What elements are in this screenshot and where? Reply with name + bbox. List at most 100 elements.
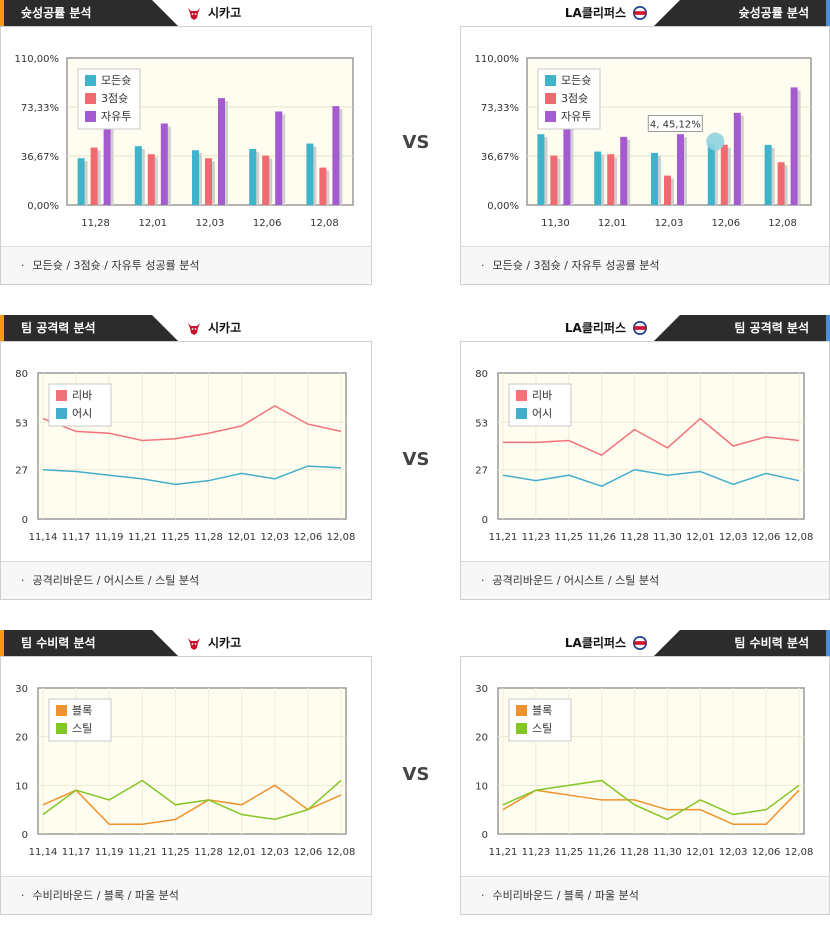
- bullet: ·: [481, 574, 485, 587]
- legend-label: 블록: [532, 704, 552, 717]
- y-tick-label: 0,00%: [487, 201, 519, 212]
- x-tick-label: 11,14: [29, 847, 58, 858]
- x-tick-label: 11,17: [62, 847, 91, 858]
- bar: [677, 134, 684, 205]
- tooltip-box: [647, 115, 703, 133]
- team-label-right: LA클리퍼스: [565, 0, 648, 26]
- x-tick-label: 12,08: [785, 532, 814, 543]
- y-tick-label: 30: [475, 684, 488, 695]
- legend-label: 스틸: [532, 722, 552, 735]
- chart-caption: · 공격리바운드 / 어시스트 / 스틸 분석: [461, 561, 829, 599]
- team-label-left: 시카고: [186, 0, 241, 26]
- x-tick-label: 12,01: [686, 532, 715, 543]
- shooting-bar-chart-chicago: 0,00% 36,67% 73,33% 110,00% 11,28 12,01 12,03 1…: [15, 54, 354, 229]
- x-tick-label: 11,19: [95, 847, 124, 858]
- bar: [537, 134, 545, 205]
- bar: [249, 148, 257, 205]
- x-tick-label: 11,21: [128, 532, 157, 543]
- defense-line-chart-chicago: 11,14 11,17 11,19 11,21 11,25 11,28 12,01 12,03…: [15, 684, 355, 858]
- clippers-logo-icon: [633, 6, 647, 20]
- header-divider: [0, 656, 372, 657]
- header-divider: [0, 341, 372, 342]
- legend-label: 3점슛: [561, 92, 588, 105]
- x-tick-label: 12,03: [260, 532, 289, 543]
- x-tick-label: 12,03: [196, 218, 225, 229]
- x-tick-label: 11,25: [161, 847, 190, 858]
- legend-swatch: [516, 408, 527, 419]
- team-name-chicago: 시카고: [208, 6, 242, 20]
- x-tick-label: 12,06: [752, 847, 781, 858]
- chart-caption: · 모든슛 / 3점슛 / 자유투 성공률 분석: [1, 246, 371, 284]
- x-tick-label: 11,28: [194, 847, 223, 858]
- y-tick-label: 27: [15, 466, 28, 477]
- legend-swatch: [545, 93, 556, 104]
- shooting-section: 슛성공률 분석 시카고 LA클리퍼스 슛성공률 분석 0,00% 36,67% 73…: [0, 0, 830, 295]
- clippers-logo-icon: [633, 321, 647, 335]
- vs-label: VS: [402, 449, 430, 470]
- bar: [77, 158, 85, 205]
- legend-label: 스틸: [72, 722, 92, 735]
- y-tick-label: 0: [22, 830, 28, 841]
- team-name-chicago: 시카고: [208, 321, 242, 335]
- section-title-tab: 팀 수비력 분석: [654, 630, 830, 656]
- bar: [550, 155, 558, 205]
- bar: [147, 154, 155, 205]
- section-title-tab: 슛성공률 분석: [654, 0, 830, 26]
- team-name-clippers: LA클리퍼스: [564, 636, 626, 650]
- bar: [275, 111, 283, 205]
- offense-panel-chicago: 11,14 11,17 11,19 11,21 11,25 11,28 12,01 12,03…: [0, 342, 372, 600]
- team-name-clippers: LA클리퍼스: [564, 321, 626, 335]
- x-tick-label: 12,03: [719, 847, 748, 858]
- legend-label: 리바: [532, 389, 552, 402]
- bar: [563, 118, 571, 205]
- legend-label: 모든슛: [101, 74, 131, 87]
- legend-swatch: [545, 111, 556, 122]
- bar: [664, 175, 671, 205]
- x-tick-label: 12,03: [260, 847, 289, 858]
- legend-label: 3점슛: [101, 92, 128, 105]
- y-tick-label: 30: [15, 684, 28, 695]
- x-tick-label: 11,30: [653, 532, 682, 543]
- x-tick-label: 11,30: [541, 218, 570, 229]
- offense-line-chart-chicago: 11,14 11,17 11,19 11,21 11,25 11,28 12,01 12,03…: [15, 369, 355, 543]
- y-tick-label: 110,00%: [15, 54, 60, 65]
- bar: [192, 150, 199, 205]
- legend-swatch: [85, 75, 96, 86]
- x-tick-label: 11,25: [554, 532, 583, 543]
- header-divider: [460, 26, 830, 27]
- legend-swatch: [85, 93, 96, 104]
- bar: [651, 152, 658, 205]
- section-title-tab: 팀 공격력 분석: [654, 315, 830, 341]
- section-title-tab: 슛성공률 분석: [0, 0, 178, 26]
- x-tick-label: 11,25: [554, 847, 583, 858]
- bar: [790, 87, 798, 205]
- caption-text: 모든슛 / 3점슛 / 자유투 성공률 분석: [32, 259, 200, 272]
- tooltip-text: 4, 45,12%: [650, 120, 701, 131]
- bar: [777, 162, 785, 205]
- x-tick-label: 11,26: [587, 847, 616, 858]
- header-divider: [460, 656, 830, 657]
- legend-label: 리바: [72, 389, 92, 402]
- x-tick-label: 11,17: [62, 532, 91, 543]
- clippers-logo-icon: [633, 636, 647, 650]
- caption-text: 모든슛 / 3점슛 / 자유투 성공률 분석: [492, 259, 660, 272]
- defense-header-left: 팀 수비력 분석 시카고: [0, 630, 372, 657]
- bar: [306, 143, 314, 205]
- bar: [319, 167, 327, 205]
- x-tick-label: 11,23: [522, 532, 551, 543]
- bar: [160, 123, 168, 205]
- bar: [607, 154, 615, 205]
- y-tick-label: 0,00%: [27, 201, 59, 212]
- section-title-tab: 팀 수비력 분석: [0, 630, 178, 656]
- defense-section: 팀 수비력 분석 시카고 LA클리퍼스 팀 수비력 분석 11,14 11,17 1…: [0, 630, 830, 925]
- x-tick-label: 12,06: [253, 218, 282, 229]
- y-tick-label: 36,67%: [481, 152, 519, 163]
- offense-section: 팀 공격력 분석 시카고 LA클리퍼스 팀 공격력 분석 11,14 11,17 1…: [0, 315, 830, 610]
- bar: [332, 106, 340, 205]
- bulls-logo-icon: [188, 638, 200, 650]
- x-tick-label: 12,08: [310, 218, 339, 229]
- series-line: [502, 789, 800, 826]
- series-line: [42, 465, 342, 486]
- legend-swatch: [545, 75, 556, 86]
- shooting-header-right: LA클리퍼스 슛성공률 분석: [460, 0, 830, 27]
